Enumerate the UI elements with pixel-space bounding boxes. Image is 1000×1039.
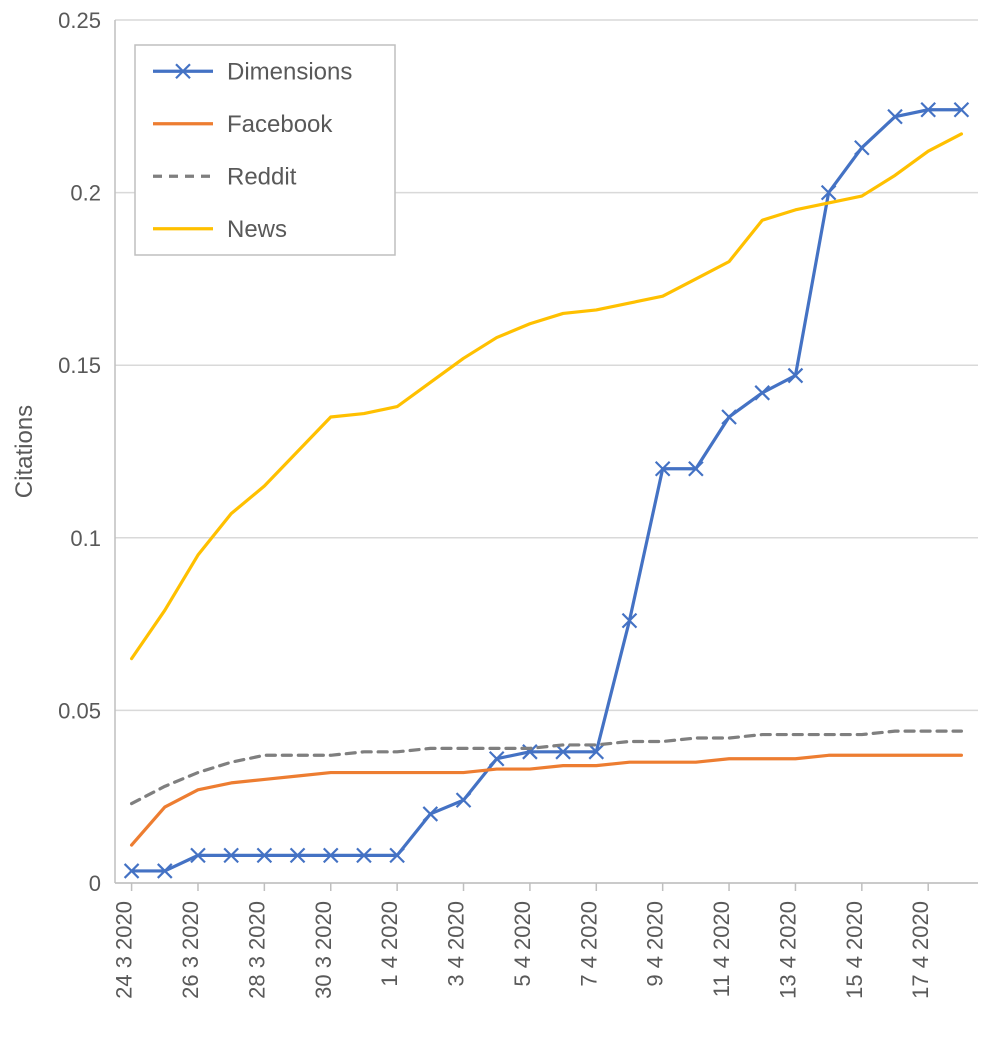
x-tick-label: 15 4 2020	[842, 901, 867, 999]
legend-label: News	[227, 216, 287, 243]
x-tick-label: 13 4 2020	[775, 901, 800, 999]
x-tick-label: 26 3 2020	[178, 901, 203, 999]
y-tick-label: 0.2	[70, 181, 101, 206]
legend-label: Reddit	[227, 163, 297, 190]
legend-label: Facebook	[227, 111, 333, 138]
citations-line-chart: 0 0.05 0.1 0.15 0.2 0.25 Citations 24 3 2020 26 …	[0, 0, 1000, 1039]
chart-svg: 0 0.05 0.1 0.15 0.2 0.25 Citations 24 3 2020 26 …	[0, 0, 1000, 1039]
y-axis-title: Citations	[11, 405, 38, 498]
x-tick-label: 9 4 2020	[643, 901, 668, 987]
x-tick-label: 5 4 2020	[510, 901, 535, 987]
legend: Dimensions Facebook Reddit News	[135, 45, 395, 255]
x-tick-label: 24 3 2020	[112, 901, 137, 999]
y-tick-label: 0.1	[70, 526, 101, 551]
y-tick-label: 0	[89, 871, 101, 896]
y-tick-label: 0.15	[58, 353, 101, 378]
x-tick-label: 30 3 2020	[311, 901, 336, 999]
x-tick-label: 3 4 2020	[444, 901, 469, 987]
x-tick-label: 7 4 2020	[576, 901, 601, 987]
x-tick-label: 1 4 2020	[377, 901, 402, 987]
x-tick-label: 17 4 2020	[908, 901, 933, 999]
x-tick-label: 28 3 2020	[244, 901, 269, 999]
y-tick-label: 0.25	[58, 8, 101, 33]
x-tick-label: 11 4 2020	[709, 901, 734, 997]
legend-label: Dimensions	[227, 58, 352, 85]
y-tick-label: 0.05	[58, 698, 101, 723]
